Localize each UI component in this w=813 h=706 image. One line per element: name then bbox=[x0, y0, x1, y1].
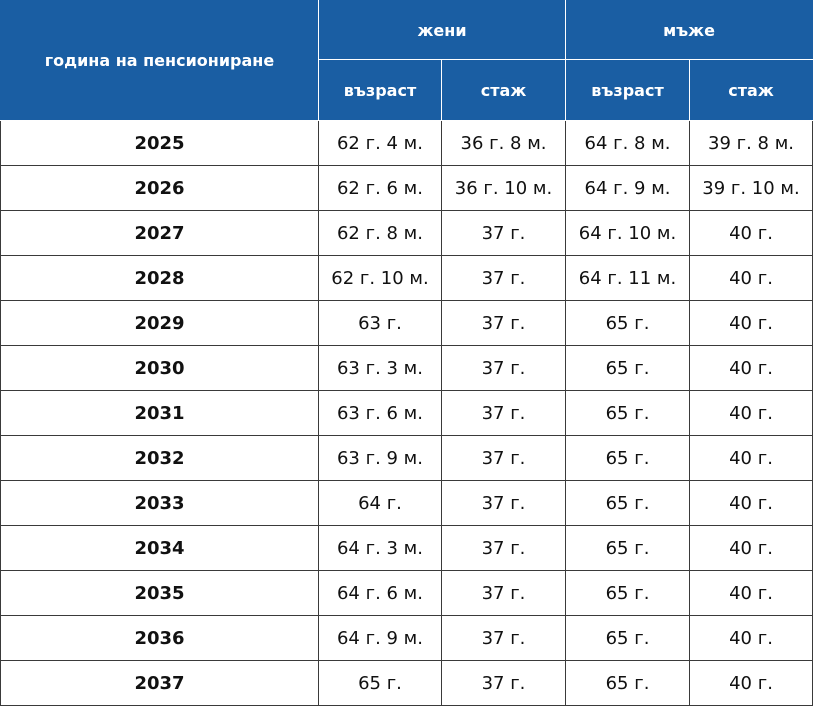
cell-women-age: 62 г. 10 м. bbox=[318, 255, 442, 301]
table-row: 2027 62 г. 8 м. 37 г. 64 г. 10 м. 40 г. bbox=[0, 210, 813, 256]
cell-women-experience: 37 г. bbox=[440, 390, 567, 436]
header-women-age: възраст bbox=[318, 59, 442, 121]
table-row: 2034 64 г. 3 м. 37 г. 65 г. 40 г. bbox=[0, 525, 813, 571]
cell-women-experience: 36 г. 10 м. bbox=[440, 165, 567, 211]
cell-men-age: 65 г. bbox=[565, 345, 691, 391]
cell-women-age: 63 г. 9 м. bbox=[318, 435, 442, 481]
cell-year: 2026 bbox=[0, 165, 319, 211]
cell-women-age: 64 г. 3 м. bbox=[318, 525, 442, 571]
cell-men-age: 65 г. bbox=[565, 480, 691, 526]
table-row: 2031 63 г. 6 м. 37 г. 65 г. 40 г. bbox=[0, 390, 813, 436]
cell-year: 2036 bbox=[0, 615, 319, 661]
table-row: 2033 64 г. 37 г. 65 г. 40 г. bbox=[0, 480, 813, 526]
cell-men-age: 64 г. 10 м. bbox=[565, 210, 691, 256]
table-row: 2028 62 г. 10 м. 37 г. 64 г. 11 м. 40 г. bbox=[0, 255, 813, 301]
cell-women-experience: 37 г. bbox=[440, 435, 567, 481]
cell-men-age: 65 г. bbox=[565, 525, 691, 571]
header-row-groups: година на пенсиониране жени мъже bbox=[0, 0, 813, 121]
cell-year: 2025 bbox=[0, 120, 319, 166]
cell-men-age: 64 г. 9 м. bbox=[565, 165, 691, 211]
table-row: 2035 64 г. 6 м. 37 г. 65 г. 40 г. bbox=[0, 570, 813, 616]
table-row: 2030 63 г. 3 м. 37 г. 65 г. 40 г. bbox=[0, 345, 813, 391]
cell-women-experience: 37 г. bbox=[440, 255, 567, 301]
table-row: 2036 64 г. 9 м. 37 г. 65 г. 40 г. bbox=[0, 615, 813, 661]
cell-men-experience: 40 г. bbox=[689, 210, 813, 256]
cell-men-age: 65 г. bbox=[565, 435, 691, 481]
header-men-experience: стаж bbox=[689, 59, 813, 121]
cell-women-age: 63 г. 3 м. bbox=[318, 345, 442, 391]
table-row: 2032 63 г. 9 м. 37 г. 65 г. 40 г. bbox=[0, 435, 813, 481]
cell-year: 2030 bbox=[0, 345, 319, 391]
cell-women-age: 62 г. 8 м. bbox=[318, 210, 442, 256]
table-row: 2026 62 г. 6 м. 36 г. 10 м. 64 г. 9 м. 39 г.… bbox=[0, 165, 813, 211]
cell-men-experience: 40 г. bbox=[689, 255, 813, 301]
cell-men-experience: 39 г. 8 м. bbox=[689, 120, 813, 166]
header-men-age: възраст bbox=[565, 59, 691, 121]
cell-men-experience: 40 г. bbox=[689, 435, 813, 481]
cell-women-age: 65 г. bbox=[318, 660, 442, 706]
cell-women-experience: 37 г. bbox=[440, 570, 567, 616]
cell-men-experience: 40 г. bbox=[689, 570, 813, 616]
cell-year: 2037 bbox=[0, 660, 319, 706]
header-retirement-year: година на пенсиониране bbox=[0, 0, 319, 121]
header-men: мъже bbox=[565, 0, 813, 60]
cell-women-experience: 37 г. bbox=[440, 615, 567, 661]
cell-men-experience: 39 г. 10 м. bbox=[689, 165, 813, 211]
cell-women-experience: 37 г. bbox=[440, 210, 567, 256]
cell-year: 2031 bbox=[0, 390, 319, 436]
cell-men-experience: 40 г. bbox=[689, 390, 813, 436]
cell-women-age: 64 г. 9 м. bbox=[318, 615, 442, 661]
cell-men-experience: 40 г. bbox=[689, 525, 813, 571]
cell-men-experience: 40 г. bbox=[689, 615, 813, 661]
cell-women-age: 64 г. 6 м. bbox=[318, 570, 442, 616]
cell-women-experience: 37 г. bbox=[440, 300, 567, 346]
cell-men-age: 64 г. 8 м. bbox=[565, 120, 691, 166]
header-row-subcolumns: възраст стаж възраст стаж bbox=[1, 59, 813, 121]
cell-women-experience: 37 г. bbox=[440, 480, 567, 526]
table-body: 2025 62 г. 4 м. 36 г. 8 м. 64 г. 8 м. 39 г. … bbox=[0, 120, 813, 706]
cell-men-experience: 40 г. bbox=[689, 480, 813, 526]
cell-women-experience: 37 г. bbox=[440, 525, 567, 571]
header-women: жени bbox=[317, 0, 567, 60]
cell-men-experience: 40 г. bbox=[689, 660, 813, 706]
table-row: 2037 65 г. 37 г. 65 г. 40 г. bbox=[0, 660, 813, 706]
cell-year: 2035 bbox=[0, 570, 319, 616]
cell-women-experience: 37 г. bbox=[440, 345, 567, 391]
cell-men-experience: 40 г. bbox=[689, 345, 813, 391]
cell-men-age: 65 г. bbox=[565, 390, 691, 436]
cell-men-experience: 40 г. bbox=[689, 300, 813, 346]
cell-men-age: 65 г. bbox=[565, 615, 691, 661]
table-row: 2025 62 г. 4 м. 36 г. 8 м. 64 г. 8 м. 39 г. … bbox=[0, 120, 813, 166]
cell-year: 2032 bbox=[0, 435, 319, 481]
cell-year: 2027 bbox=[0, 210, 319, 256]
cell-men-age: 65 г. bbox=[565, 300, 691, 346]
cell-women-experience: 37 г. bbox=[440, 660, 567, 706]
cell-year: 2029 bbox=[0, 300, 319, 346]
cell-year: 2033 bbox=[0, 480, 319, 526]
cell-men-age: 64 г. 11 м. bbox=[565, 255, 691, 301]
table-header: година на пенсиониране жени мъже възраст… bbox=[0, 0, 813, 121]
cell-women-experience: 36 г. 8 м. bbox=[440, 120, 567, 166]
cell-women-age: 62 г. 6 м. bbox=[318, 165, 442, 211]
cell-men-age: 65 г. bbox=[565, 660, 691, 706]
cell-year: 2028 bbox=[0, 255, 319, 301]
cell-men-age: 65 г. bbox=[565, 570, 691, 616]
cell-year: 2034 bbox=[0, 525, 319, 571]
table-row: 2029 63 г. 37 г. 65 г. 40 г. bbox=[0, 300, 813, 346]
cell-women-age: 62 г. 4 м. bbox=[318, 120, 442, 166]
cell-women-age: 63 г. bbox=[318, 300, 442, 346]
cell-women-age: 63 г. 6 м. bbox=[318, 390, 442, 436]
header-women-experience: стаж bbox=[440, 59, 567, 121]
cell-women-age: 64 г. bbox=[318, 480, 442, 526]
